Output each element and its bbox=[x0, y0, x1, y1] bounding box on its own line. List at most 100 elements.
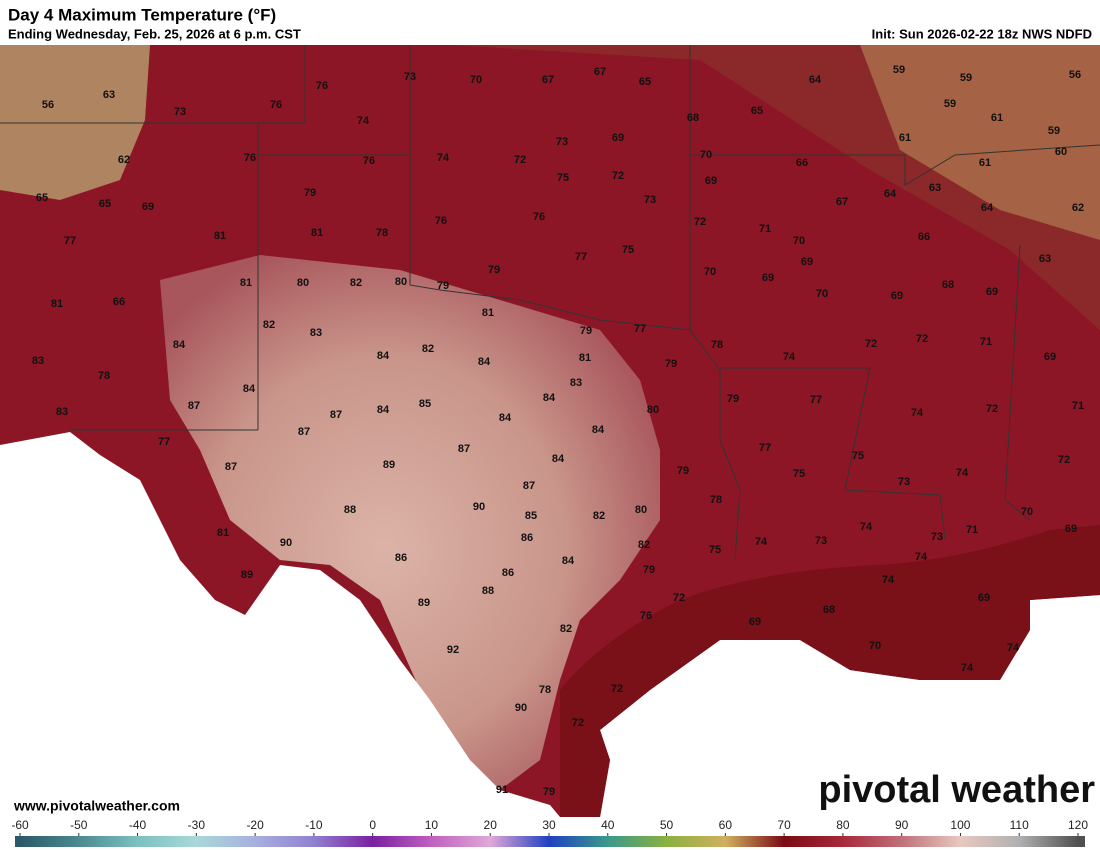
temperature-label: 86 bbox=[395, 552, 407, 564]
temperature-label: 84 bbox=[173, 339, 186, 351]
temperature-label: 81 bbox=[311, 227, 323, 239]
temperature-label: 82 bbox=[593, 510, 605, 522]
header-bg bbox=[0, 0, 1100, 45]
temperature-label: 85 bbox=[525, 510, 537, 522]
temperature-label: 79 bbox=[437, 280, 449, 292]
temperature-label: 82 bbox=[638, 539, 650, 551]
temperature-label: 69 bbox=[978, 592, 990, 604]
temperature-label: 61 bbox=[979, 157, 991, 169]
temperature-label: 68 bbox=[942, 279, 954, 291]
colorbar-tick-label: -60 bbox=[11, 818, 29, 832]
temperature-label: 74 bbox=[755, 536, 768, 548]
temperature-label: 81 bbox=[579, 352, 591, 364]
temperature-label: 71 bbox=[966, 524, 978, 536]
temperature-label: 69 bbox=[612, 132, 624, 144]
temperature-label: 69 bbox=[986, 286, 998, 298]
colorbar-tick-label: 30 bbox=[542, 818, 556, 832]
temperature-label: 69 bbox=[1065, 523, 1077, 535]
colorbar-tick-label: -20 bbox=[246, 818, 264, 832]
temperature-label: 68 bbox=[823, 604, 835, 616]
temperature-label: 69 bbox=[801, 256, 813, 268]
temperature-label: 74 bbox=[961, 662, 974, 674]
temperature-label: 81 bbox=[482, 307, 494, 319]
temperature-label: 73 bbox=[815, 535, 827, 547]
temperature-label: 69 bbox=[705, 175, 717, 187]
temperature-label: 72 bbox=[694, 216, 706, 228]
temperature-label: 65 bbox=[639, 76, 651, 88]
temperature-label: 91 bbox=[496, 784, 508, 796]
temperature-label: 79 bbox=[543, 786, 555, 798]
logo: pivotal weather bbox=[818, 769, 1095, 811]
temperature-label: 61 bbox=[899, 132, 911, 144]
temperature-label: 77 bbox=[158, 436, 170, 448]
temperature-label: 72 bbox=[572, 717, 584, 729]
temperature-label: 90 bbox=[280, 537, 292, 549]
colorbar-tick-label: 50 bbox=[660, 818, 674, 832]
temperature-label: 72 bbox=[673, 592, 685, 604]
title: Day 4 Maximum Temperature (°F) bbox=[8, 5, 276, 24]
colorbar-tick-label: 20 bbox=[484, 818, 498, 832]
temperature-label: 76 bbox=[435, 215, 447, 227]
colorbar-tick-label: 40 bbox=[601, 818, 615, 832]
temperature-label: 81 bbox=[51, 298, 63, 310]
temperature-label: 83 bbox=[570, 377, 582, 389]
temperature-label: 89 bbox=[383, 459, 395, 471]
temperature-label: 59 bbox=[960, 72, 972, 84]
temperature-label: 77 bbox=[575, 251, 587, 263]
temperature-label: 65 bbox=[99, 198, 111, 210]
temperature-label: 70 bbox=[793, 235, 805, 247]
temperature-label: 84 bbox=[377, 404, 390, 416]
temperature-label: 86 bbox=[521, 532, 533, 544]
temperature-label: 84 bbox=[377, 350, 390, 362]
temperature-label: 70 bbox=[869, 640, 881, 652]
temperature-label: 84 bbox=[243, 383, 256, 395]
colorbar-tick-label: -10 bbox=[305, 818, 323, 832]
temperature-label: 79 bbox=[727, 393, 739, 405]
temperature-label: 76 bbox=[316, 80, 328, 92]
temperature-label: 84 bbox=[562, 555, 575, 567]
temperature-label: 74 bbox=[915, 551, 928, 563]
temperature-label: 77 bbox=[634, 323, 646, 335]
temperature-label: 65 bbox=[36, 192, 48, 204]
temperature-label: 87 bbox=[523, 480, 535, 492]
temperature-label: 76 bbox=[244, 152, 256, 164]
temperature-label: 74 bbox=[1007, 642, 1020, 654]
temperature-label: 73 bbox=[644, 194, 656, 206]
temperature-label: 88 bbox=[482, 585, 494, 597]
temperature-label: 75 bbox=[557, 172, 569, 184]
temperature-label: 59 bbox=[944, 98, 956, 110]
temperature-label: 69 bbox=[142, 201, 154, 213]
temperature-label: 79 bbox=[488, 264, 500, 276]
temperature-label: 60 bbox=[1055, 146, 1067, 158]
temperature-label: 87 bbox=[298, 426, 310, 438]
temperature-label: 78 bbox=[539, 684, 551, 696]
colorbar-tick-label: 100 bbox=[950, 818, 970, 832]
temperature-label: 67 bbox=[836, 196, 848, 208]
cool-region bbox=[860, 45, 1100, 240]
temperature-label: 78 bbox=[710, 494, 722, 506]
temperature-label: 80 bbox=[635, 504, 647, 516]
init-time: Init: Sun 2026-02-22 18z NWS NDFD bbox=[872, 26, 1092, 41]
temperature-label: 72 bbox=[514, 154, 526, 166]
temperature-label: 56 bbox=[1069, 69, 1081, 81]
temperature-label: 74 bbox=[911, 407, 924, 419]
temperature-label: 67 bbox=[542, 74, 554, 86]
temperature-label: 80 bbox=[297, 277, 309, 289]
temperature-label: 69 bbox=[762, 272, 774, 284]
temperature-label: 85 bbox=[419, 398, 431, 410]
temperature-label: 84 bbox=[552, 453, 565, 465]
temperature-label: 84 bbox=[592, 424, 605, 436]
colorbar-ticks: -60 -50 -40 -30 -20 -10 0 10 20 30 40 50 60 70 80 90 100… bbox=[11, 818, 1088, 836]
temperature-label: 84 bbox=[499, 412, 512, 424]
temperature-label: 73 bbox=[931, 531, 943, 543]
temperature-label: 76 bbox=[363, 155, 375, 167]
colorbar-tick-label: 120 bbox=[1068, 818, 1088, 832]
temperature-label: 81 bbox=[240, 277, 252, 289]
temperature-label: 69 bbox=[749, 616, 761, 628]
temperature-label: 74 bbox=[882, 574, 895, 586]
subtitle: Ending Wednesday, Feb. 25, 2026 at 6 p.m… bbox=[8, 26, 301, 41]
temperature-label: 83 bbox=[310, 327, 322, 339]
temperature-label: 79 bbox=[304, 187, 316, 199]
temperature-label: 82 bbox=[350, 277, 362, 289]
